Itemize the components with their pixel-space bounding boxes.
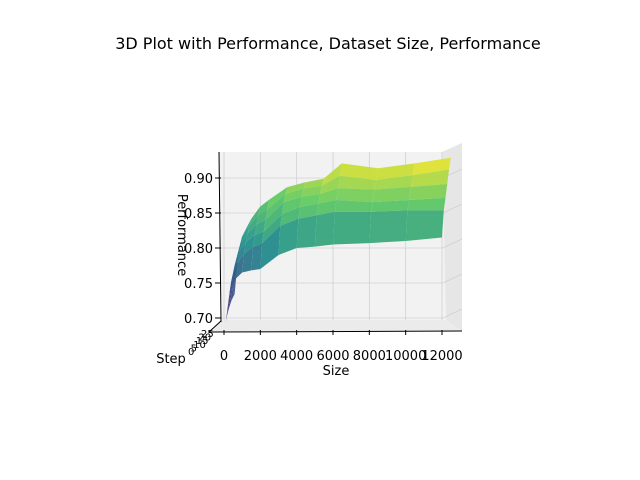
surface-patch [245,224,257,242]
z-grid-line [442,308,463,319]
x-axis-label: Size [323,364,350,379]
z-tick-label: 0.80 [184,242,213,257]
surface-patch [267,187,288,210]
y-axis-label: Step [156,352,186,367]
x-tick-label: 6000 [316,349,349,364]
surface-patch [263,202,284,232]
axes: 0.700.750.800.850.900 2000 4000 6000 8000 100… [184,151,463,364]
chart-title: 3D Plot with Performance, Dataset Size, … [115,34,541,53]
surface-patch [409,184,448,200]
surface-patch [229,264,237,294]
surface-patch [334,200,373,212]
surface-patch [405,210,444,241]
surface-patch [298,203,319,219]
y-tick-label: 25 [201,329,214,340]
surface-patch [238,233,248,253]
surface-patch [240,225,250,245]
surface-patch [336,188,375,203]
z-tick-label: 0.75 [184,277,213,292]
z-tick-label: 0.70 [184,312,213,327]
surface-patch [316,200,337,216]
surface-patch [338,175,377,190]
y-tick-label: 15 [196,336,209,347]
surface-patch [340,163,379,180]
surface-patch [376,163,415,180]
surface-patch [410,169,449,187]
surface-patch [265,194,286,220]
x-tick-label: 10000 [385,349,426,364]
surface-patch [243,235,255,254]
surface-patch [236,242,246,265]
surface-patch [283,188,304,203]
surface-patch [247,215,259,234]
surface-patch [374,175,413,190]
surface-patch [407,197,446,211]
z-grid-line [442,238,463,249]
surface-patch [242,246,253,273]
x-tick-label: 4000 [280,349,313,364]
surface-patch [285,182,306,194]
y-tick-label: 0 [188,347,194,358]
surface-mesh [225,157,451,322]
surface-patch [321,163,342,186]
y-tick-label: 10 [193,340,206,351]
z-axis-line [218,151,222,323]
surface-patch [234,253,244,280]
z-grid-line [442,203,463,214]
surface-patch [256,209,268,225]
y-tick-label: 5 [191,343,197,354]
surface-patch [249,206,260,226]
floor-pane [209,320,462,332]
x-axis-line [208,330,463,333]
surface-patch [254,219,266,235]
surface-patch [314,211,335,247]
surface-patch [300,193,321,207]
surface-patch [303,178,324,189]
surface-patch [333,211,372,245]
surface-patch [320,175,340,194]
right-pane [442,143,462,331]
y-tick-label: 20 [198,333,211,344]
surface-patch [372,186,411,203]
z-tick-label: 0.90 [184,172,213,187]
surface-patch [260,225,281,269]
surface-patch [262,214,282,244]
surface-patch [278,218,299,255]
x-tick-label: 0 [220,349,228,364]
surface-patch [258,199,270,215]
surface-patch [371,200,410,212]
z-tick-label: 0.85 [184,207,213,222]
surface-patch [232,244,241,274]
surface-patch [369,210,408,244]
surface-patch [231,252,239,282]
surface-patch [251,243,263,271]
surface-patch [296,215,317,248]
surface-patch [280,207,301,226]
surface-patch [318,188,339,204]
x-tick-label: 12000 [421,349,462,364]
surface-patch [282,196,302,214]
x-tick-label: 2000 [244,349,277,364]
surface-patch [301,185,322,197]
surface-patch [412,157,451,176]
surface-patch [253,231,264,247]
z-axis-label: Performance [174,194,189,276]
surface-patch [241,219,251,238]
y-axis-line [208,320,222,333]
x-tick-label: 8000 [353,349,386,364]
z-grid-line [442,273,463,284]
